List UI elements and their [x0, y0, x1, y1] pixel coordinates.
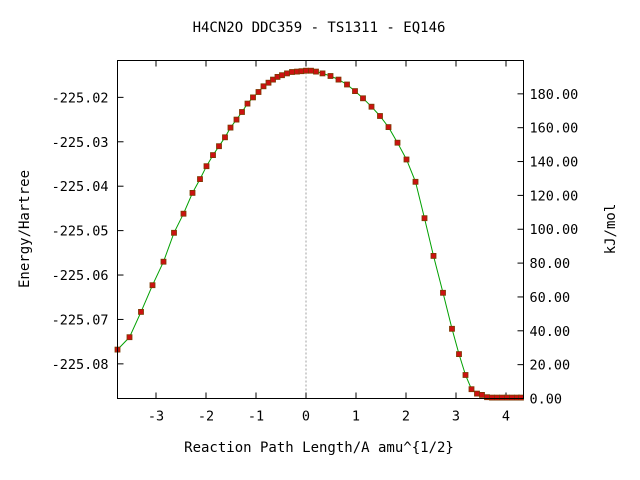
- data-point: [244, 100, 251, 107]
- y2-tick-label: 140.00: [530, 155, 579, 171]
- data-point: [289, 69, 295, 75]
- x-tick-label: 2: [402, 409, 410, 425]
- data-point: [216, 143, 222, 150]
- y2-axis-label: kJ/mol: [603, 204, 619, 255]
- y-tick-label: -225.07: [52, 312, 109, 328]
- y2-tick-label: 180.00: [530, 87, 579, 103]
- y2-tick-label: 100.00: [530, 222, 579, 238]
- data-point: [421, 215, 428, 222]
- data-point: [203, 163, 210, 170]
- x-tick-label: 4: [502, 409, 510, 425]
- y-axis-label: Energy/Hartree: [17, 170, 33, 288]
- data-point: [462, 372, 469, 378]
- data-point: [449, 325, 455, 332]
- y-tick-label: -225.03: [52, 135, 109, 151]
- data-point: [352, 88, 358, 94]
- y-tick-label: -225.08: [52, 357, 109, 373]
- data-point: [227, 124, 234, 131]
- data-point: [313, 68, 319, 75]
- data-point: [222, 134, 228, 141]
- data-point: [335, 76, 342, 83]
- data-point: [504, 394, 510, 401]
- x-axis-label: Reaction Path Length/A amu^{1/2}: [184, 440, 454, 456]
- x-tick-label: -2: [198, 409, 214, 425]
- data-point: [279, 72, 285, 79]
- x-tick-label: -3: [148, 409, 164, 425]
- data-point: [308, 67, 314, 74]
- y2-tick-label: 60.00: [530, 290, 571, 306]
- y2-tick-label: 80.00: [530, 256, 571, 272]
- data-point: [489, 394, 495, 401]
- x-tick-label: 3: [452, 409, 460, 425]
- plot-area: -3 -2 -1 0 1 2 3 4 -225.02 -225.03 -225.04 -225.05 -…: [52, 60, 579, 425]
- data-point: [197, 176, 203, 183]
- y2-tick-label: 160.00: [530, 121, 579, 137]
- data-point: [479, 391, 485, 398]
- x-tick-label: 0: [302, 409, 310, 425]
- data-point: [368, 103, 375, 110]
- plot-frame: [117, 60, 524, 399]
- y2-tick-label: 0.00: [530, 392, 563, 408]
- chart-title: H4CN2O DDC359 - TS1311 - EQ146: [193, 20, 446, 36]
- data-point: [149, 282, 156, 289]
- series-line: [117, 70, 521, 399]
- data-point: [284, 70, 290, 77]
- x-tick-label: -1: [248, 409, 264, 425]
- y-tick-label: -225.04: [52, 179, 109, 195]
- data-point: [239, 109, 245, 115]
- data-point: [233, 116, 240, 123]
- data-point: [474, 390, 480, 397]
- data-point: [377, 113, 383, 119]
- data-point: [430, 252, 437, 259]
- data-point: [265, 79, 272, 86]
- data-point: [160, 258, 167, 265]
- y2-tick-label: 20.00: [530, 358, 571, 374]
- data-point: [518, 394, 524, 401]
- data-point: [255, 89, 262, 95]
- data-point: [499, 394, 505, 401]
- y2-tick-label: 40.00: [530, 324, 571, 340]
- data-point: [494, 394, 500, 401]
- data-point: [303, 67, 309, 74]
- data-point: [180, 210, 187, 217]
- data-point: [385, 124, 392, 130]
- data-point: [138, 308, 144, 315]
- data-point: [403, 156, 410, 163]
- data-point: [327, 73, 334, 79]
- data-point: [171, 229, 177, 236]
- y-tick-label: -225.02: [52, 90, 109, 106]
- data-point: [344, 81, 350, 88]
- data-point: [468, 386, 475, 393]
- y-tick-label: -225.06: [52, 268, 109, 284]
- data-point: [210, 152, 216, 159]
- data-point: [250, 94, 256, 101]
- y-tick-label: -225.05: [52, 224, 109, 240]
- y2-tick-label: 120.00: [530, 188, 579, 204]
- data-point: [394, 139, 401, 146]
- data-point: [509, 394, 515, 401]
- data-point: [456, 351, 462, 358]
- data-point: [412, 178, 419, 185]
- data-point: [360, 95, 366, 102]
- data-point: [126, 334, 133, 341]
- data-point: [440, 289, 446, 296]
- x-tick-label: 1: [352, 409, 360, 425]
- data-point: [260, 83, 267, 90]
- data-point: [319, 70, 326, 77]
- data-point: [189, 189, 196, 196]
